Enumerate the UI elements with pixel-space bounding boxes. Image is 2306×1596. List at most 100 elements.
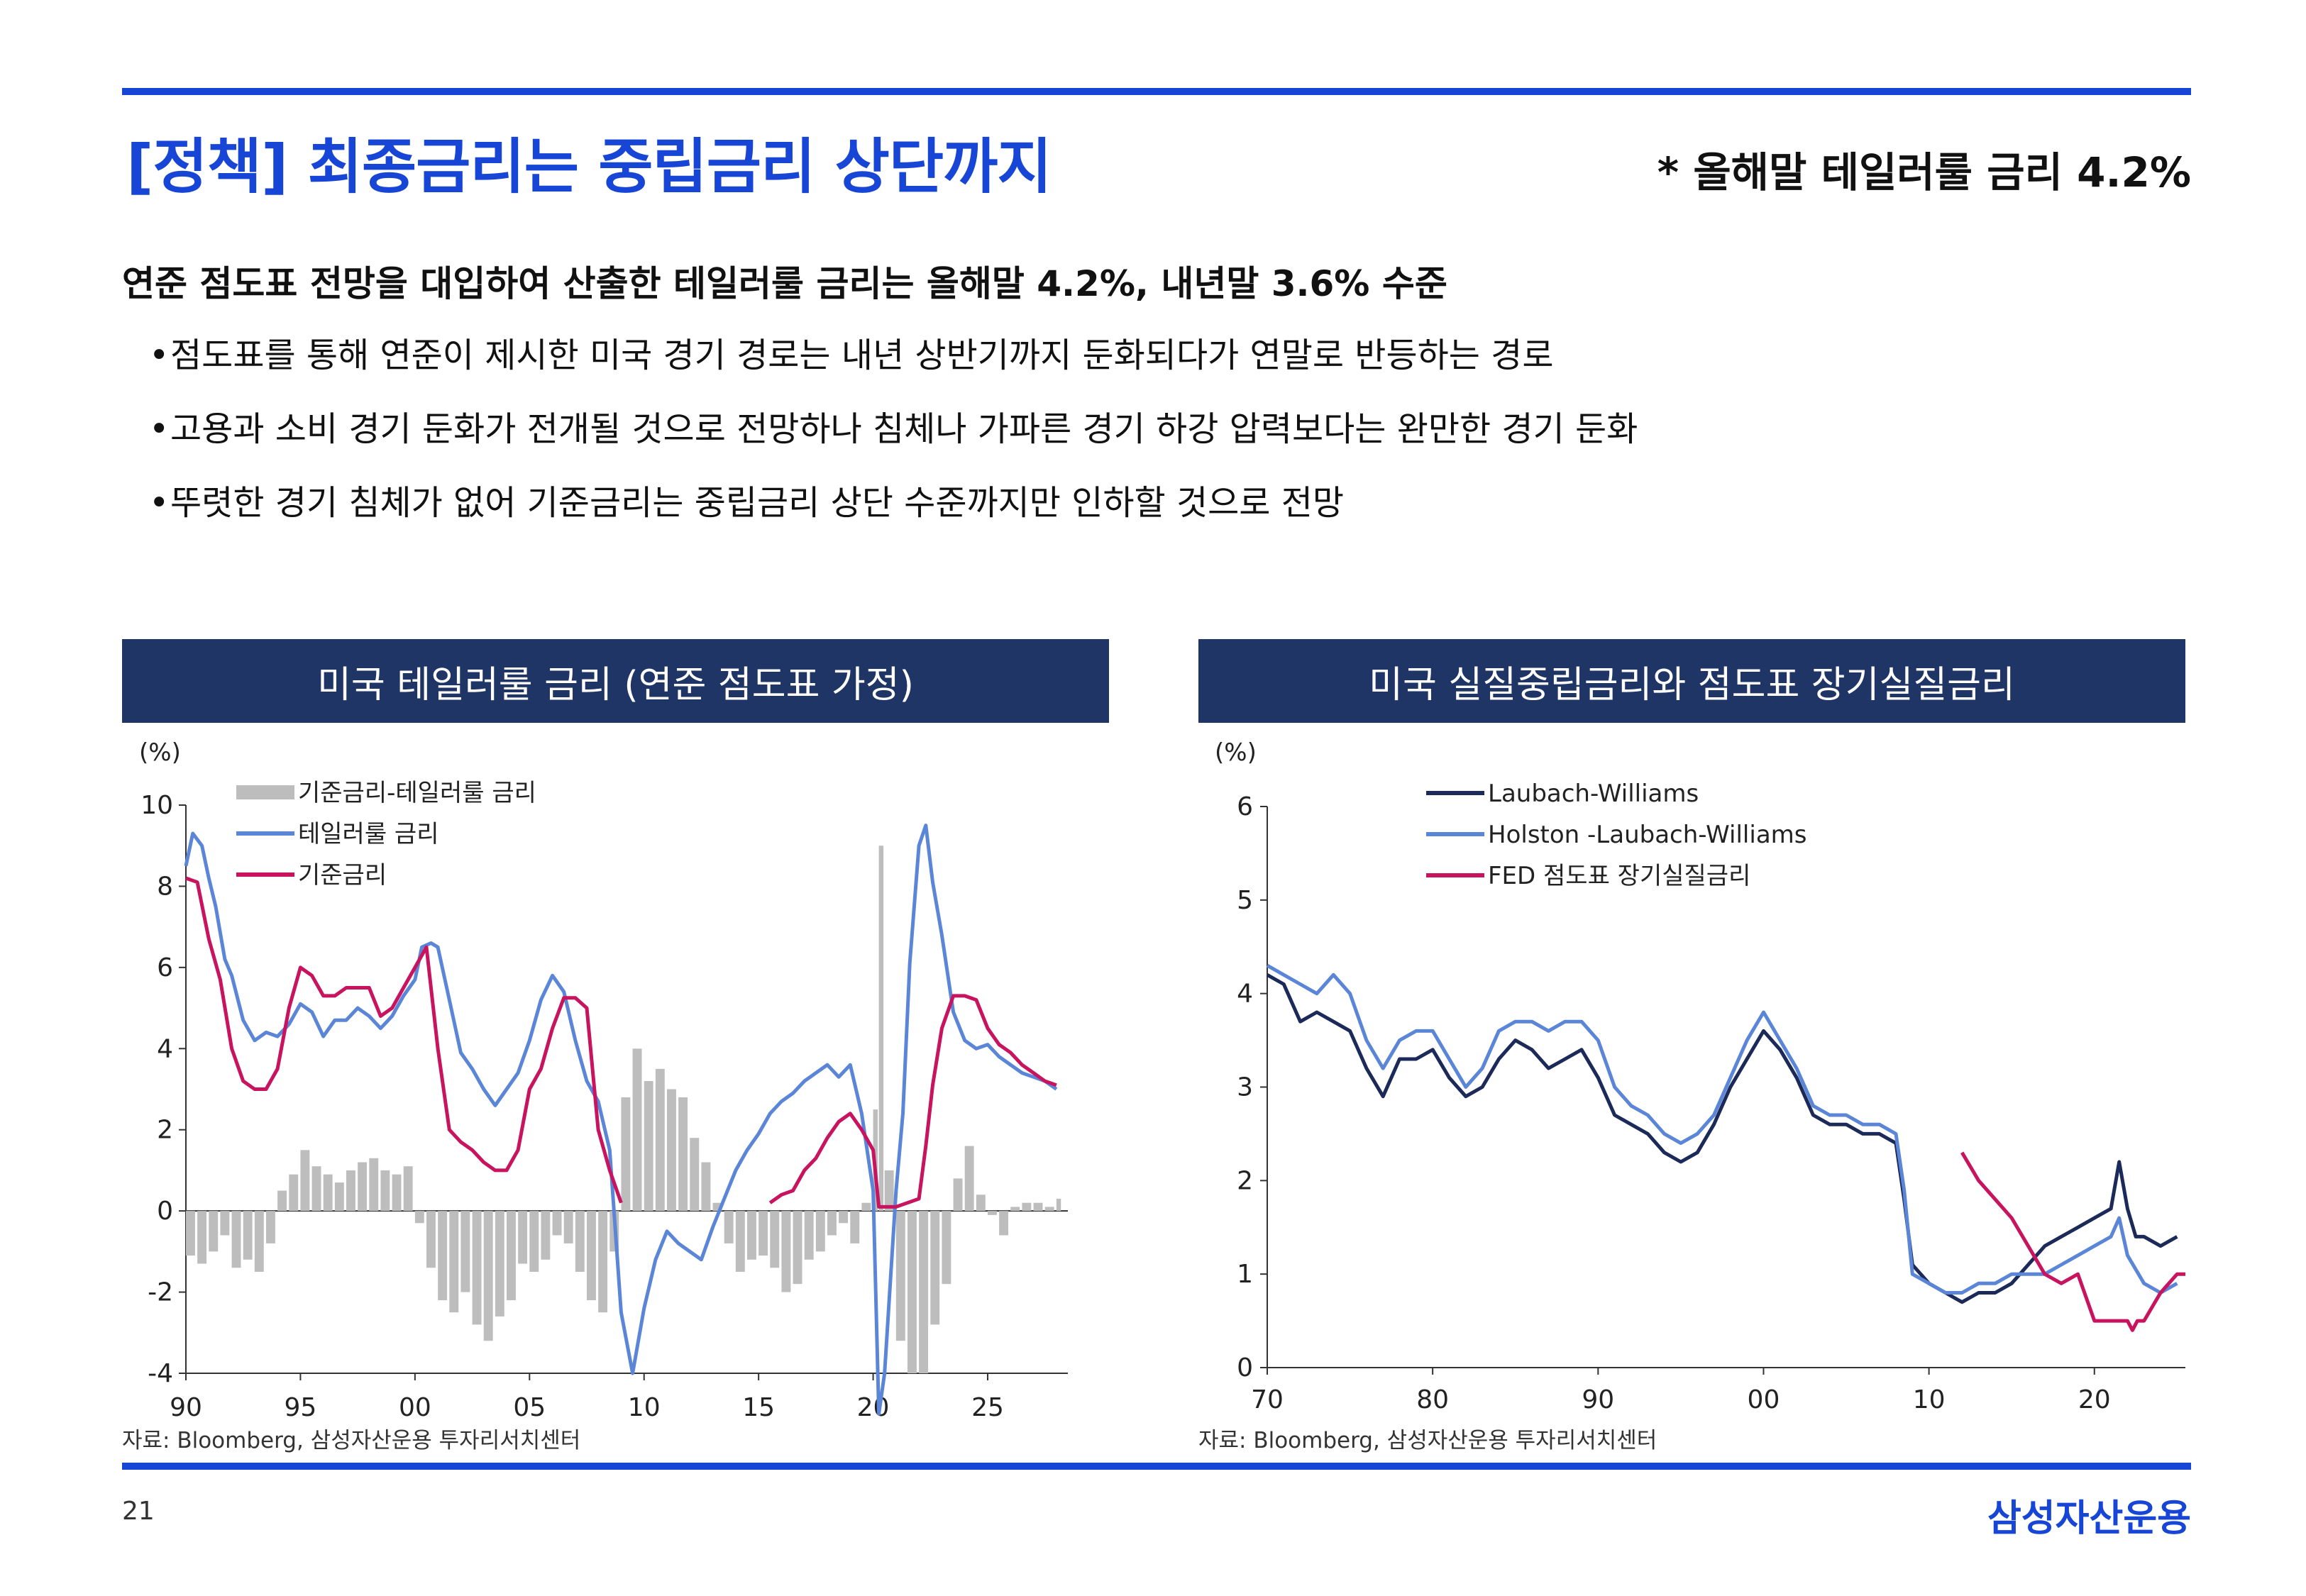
top-rule <box>122 88 2191 95</box>
chart0-bar <box>655 1068 665 1212</box>
chart1-x-tick-label: 10 <box>1913 1385 1946 1414</box>
chart0-bar <box>850 1211 860 1243</box>
chart0-bar <box>690 1138 700 1212</box>
bullet-item: •고용과 소비 경기 둔화가 전개될 것으로 전망하나 침체나 가파른 경기 하… <box>149 401 1638 475</box>
chart0-bar <box>953 1178 963 1212</box>
chart1-x-tick-label: 70 <box>1251 1385 1284 1414</box>
bullet-dot: • <box>149 483 170 523</box>
chart1-legend-label: Holston -Laubach-Williams <box>1488 821 1807 849</box>
chart0-x-tick-label: 05 <box>513 1393 546 1422</box>
chart0-bar <box>1010 1207 1020 1212</box>
chart0-bar <box>770 1211 780 1268</box>
chart0-bar <box>369 1158 379 1212</box>
chart0-bar <box>827 1211 837 1236</box>
chart1-y-unit-label: (%) <box>1215 738 1257 767</box>
chart0-bar <box>919 1211 929 1373</box>
chart0-bar <box>209 1211 219 1252</box>
chart0-bar <box>231 1211 241 1268</box>
chart0-bar <box>712 1202 722 1212</box>
chart0-bar <box>999 1211 1009 1236</box>
bullet-dot: • <box>149 409 170 449</box>
chart0-bar <box>1033 1202 1043 1212</box>
chart0-bar <box>598 1211 608 1313</box>
chart0-bar <box>884 1170 894 1212</box>
chart0-y-tick-label: 6 <box>157 953 173 982</box>
chart1-legend-label: FED 점도표 장기실질금리 <box>1488 862 1750 890</box>
chart0-x-tick-label: 90 <box>170 1393 202 1422</box>
chart0-bar <box>793 1211 802 1285</box>
chart0-bar <box>815 1211 825 1252</box>
chart0-bar <box>575 1211 585 1272</box>
chart0-bar <box>311 1166 321 1212</box>
chart0-bar <box>747 1211 756 1260</box>
chart0-x-tick-label: 10 <box>628 1393 661 1422</box>
chart0-bar <box>1022 1202 1032 1212</box>
chart0-bar <box>507 1211 516 1301</box>
chart1-y-tick-label: 2 <box>1237 1166 1253 1195</box>
chart0-bar <box>1056 1198 1061 1212</box>
chart1-y-tick-label: 6 <box>1237 792 1253 821</box>
chart1-legend-label: Laubach-Williams <box>1488 780 1699 808</box>
brand-logo-text: 삼성자산운용 <box>1987 1497 2191 1540</box>
chart0-x-tick-label: 95 <box>285 1393 317 1422</box>
chart0-y-tick-label: 8 <box>157 872 173 901</box>
chart0-x-tick-label: 00 <box>399 1393 431 1422</box>
chart0-bar <box>563 1211 573 1243</box>
chart0-series-line <box>185 876 623 1204</box>
chart-right-source: 자료: Bloomberg, 삼성자산운용 투자리서치센터 <box>1198 1428 1657 1453</box>
chart0-bar <box>839 1211 849 1224</box>
chart1-y-tick-label: 4 <box>1237 980 1253 1009</box>
chart0-bar <box>300 1150 310 1212</box>
chart0-x-tick-label: 25 <box>971 1393 1004 1422</box>
chart0-bar <box>254 1211 264 1272</box>
chart0-bar <box>243 1211 253 1260</box>
chart1-x-tick-label: 00 <box>1748 1385 1780 1414</box>
chart0-bar <box>334 1182 344 1212</box>
chart1-series-line <box>1266 973 2178 1304</box>
chart0-y-tick-label: 4 <box>157 1034 173 1063</box>
chart0-y-tick-label: 10 <box>140 791 173 820</box>
chart0-bar <box>724 1211 734 1243</box>
chart0-bar <box>449 1211 459 1313</box>
chart1-series-line <box>1960 1151 2185 1332</box>
chart0-bar <box>587 1211 596 1301</box>
chart0-bar <box>323 1174 333 1212</box>
bullet-dot: • <box>149 336 170 375</box>
chart1-x-tick-label: 20 <box>2078 1385 2111 1414</box>
chart0-bar <box>678 1097 688 1212</box>
page-title: [정책] 최종금리는 중립금리 상단까지 <box>126 132 1052 201</box>
chart1-x-tick-label: 80 <box>1416 1385 1449 1414</box>
page-number: 21 <box>122 1497 155 1526</box>
chart0-bar <box>735 1211 745 1272</box>
chart1-y-tick-label: 5 <box>1237 886 1253 915</box>
chart0-bar <box>266 1211 275 1243</box>
chart0-bar <box>621 1097 631 1212</box>
chart0-bar <box>804 1211 814 1260</box>
chart0-series-line <box>768 994 1057 1209</box>
chart0-y-tick-label: -4 <box>148 1359 173 1388</box>
bullet-text: 뚜렷한 경기 침체가 없어 기준금리는 중립금리 상단 수준까지만 인하할 것으… <box>170 483 1345 523</box>
chart0-bar <box>667 1089 676 1212</box>
chart0-bar <box>186 1211 195 1256</box>
chart0-legend-swatch <box>236 785 294 799</box>
chart0-bar <box>289 1174 299 1212</box>
chart0-bar <box>346 1170 355 1212</box>
chart0-legend-label: 테일러룰 금리 <box>298 820 439 848</box>
chart1-y-tick-label: 3 <box>1237 1073 1253 1102</box>
chart0-bar <box>644 1081 653 1212</box>
chart0-bar <box>878 846 884 1212</box>
chart0-x-tick-label: 15 <box>742 1393 775 1422</box>
bullet-text: 점도표를 통해 연준이 제시한 미국 경기 경로는 내년 상반기까지 둔화되다가… <box>170 336 1554 375</box>
chart0-bar <box>552 1211 562 1236</box>
chart0-legend-label: 기준금리-테일러룰 금리 <box>298 779 536 807</box>
chart0-bar <box>758 1211 768 1256</box>
chart0-bar <box>907 1211 917 1373</box>
chart0-bar <box>220 1211 230 1236</box>
chart0-bar <box>426 1211 436 1268</box>
chart0-bar <box>861 1202 871 1212</box>
chart0-bar <box>495 1211 504 1317</box>
chart0-bar <box>403 1166 413 1212</box>
chart0-bar <box>358 1162 368 1212</box>
bullet-item: •뚜렷한 경기 침체가 없어 기준금리는 중립금리 상단 수준까지만 인하할 것… <box>149 475 1638 549</box>
